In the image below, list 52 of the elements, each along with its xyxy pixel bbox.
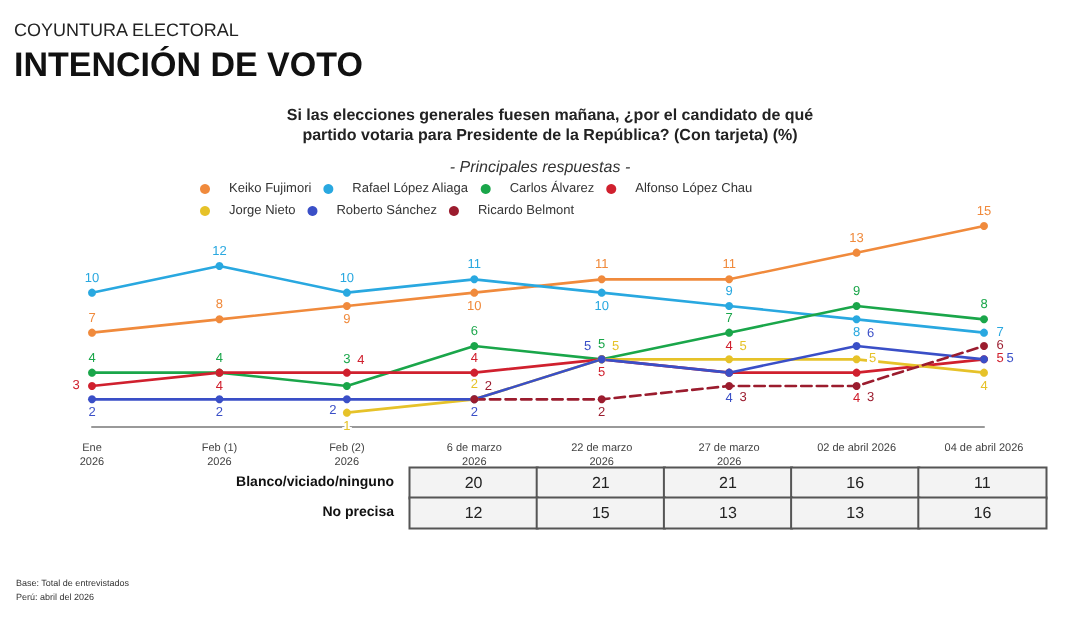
- point: [852, 368, 861, 377]
- point: [980, 222, 988, 230]
- point: [725, 382, 734, 390]
- point: [342, 302, 351, 310]
- data-label: 15: [591, 504, 611, 522]
- point: [980, 315, 988, 324]
- point: [215, 315, 224, 324]
- point: [980, 342, 988, 350]
- point: [852, 315, 861, 324]
- point: [852, 248, 861, 257]
- point: [342, 288, 351, 297]
- point: [597, 275, 606, 284]
- point: [215, 262, 224, 270]
- point: [725, 328, 734, 337]
- point: [852, 302, 861, 310]
- point: [88, 328, 96, 337]
- point: [470, 368, 479, 377]
- text: - Principales respuestas -: [447, 158, 633, 176]
- point: [342, 382, 351, 390]
- data-label: 16: [846, 474, 866, 492]
- point: [88, 395, 96, 404]
- point: [725, 355, 734, 364]
- point: [597, 288, 606, 297]
- point: [470, 342, 479, 350]
- point: [342, 395, 351, 404]
- data-label: 20: [464, 474, 484, 492]
- data-label: 21: [591, 474, 611, 492]
- data-label: 12: [464, 504, 484, 522]
- point: [980, 328, 988, 337]
- point: [88, 382, 96, 390]
- data-label: 13: [846, 504, 866, 522]
- point: [470, 275, 479, 284]
- chart-subtitle: Si las elecciones generales fuesen mañana, ¿por el candidato de qué partido votaria para Presidente de la República? (Con tarjeta) (%): [284, 106, 816, 146]
- point: [215, 395, 224, 404]
- point: [980, 368, 988, 377]
- point: [852, 355, 861, 364]
- data-label: 13: [719, 504, 738, 522]
- point: [852, 382, 861, 390]
- point: [88, 368, 96, 377]
- point: [342, 408, 351, 417]
- data-label: 11: [974, 474, 992, 492]
- text: COYUNTURA ELECTORAL: [14, 20, 239, 40]
- point: [852, 342, 861, 350]
- point: [88, 288, 96, 297]
- point: [597, 395, 606, 404]
- point: [725, 302, 734, 310]
- point: [725, 275, 734, 284]
- point: [470, 288, 479, 297]
- data-label: 21: [719, 474, 738, 492]
- data-label: 16: [973, 504, 993, 522]
- point: [342, 368, 351, 377]
- chart-title: INTENCIÓN DE VOTO: [14, 46, 363, 86]
